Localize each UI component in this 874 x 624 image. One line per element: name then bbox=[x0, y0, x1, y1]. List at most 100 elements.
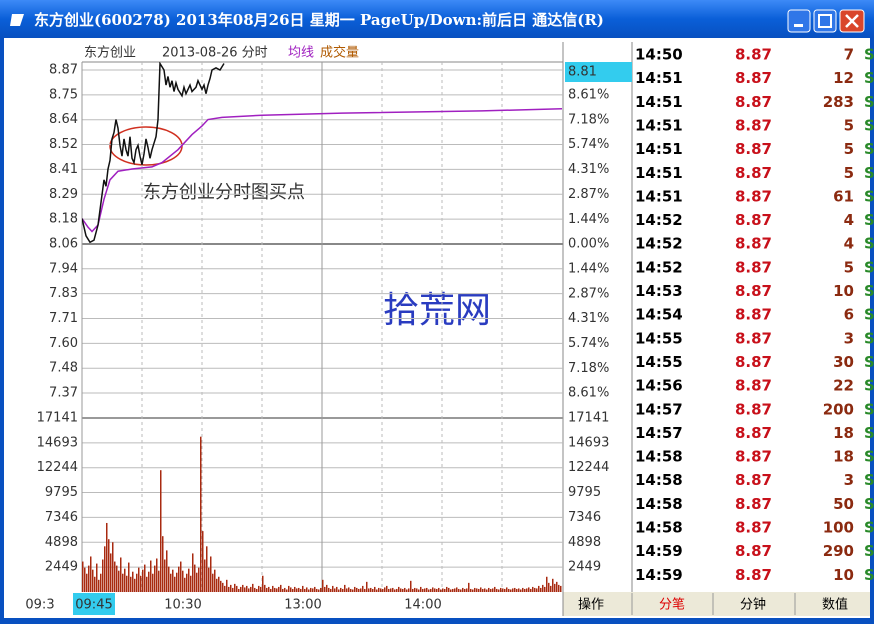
trade-volume: 10 bbox=[833, 566, 854, 584]
volume-bar bbox=[192, 553, 194, 592]
volume-bar bbox=[92, 569, 94, 592]
volume-bar bbox=[98, 579, 100, 592]
volume-bar bbox=[364, 588, 366, 592]
volume-bar bbox=[170, 573, 172, 592]
volume-bar bbox=[442, 588, 444, 592]
trade-time: 14:58 bbox=[635, 471, 683, 489]
tab[interactable]: 分钟 bbox=[740, 597, 766, 613]
trade-time: 14:52 bbox=[635, 211, 683, 229]
volume-bar bbox=[328, 587, 330, 592]
volume-bar bbox=[190, 575, 192, 592]
volume-bar bbox=[238, 588, 240, 592]
volume-bar bbox=[182, 570, 184, 592]
percent-label: 8.61% bbox=[568, 386, 609, 401]
volume-bar bbox=[240, 586, 242, 592]
volume-bar bbox=[498, 589, 500, 592]
volume-bar bbox=[210, 556, 212, 592]
volume-bar bbox=[292, 588, 294, 592]
volume-bar bbox=[354, 586, 356, 592]
volume-bar bbox=[220, 580, 222, 592]
trade-price: 8.87 bbox=[735, 329, 772, 347]
minimize-button[interactable] bbox=[787, 9, 811, 33]
volume-bar bbox=[228, 586, 230, 592]
volume-label: 9795 bbox=[568, 485, 601, 500]
volume-bar bbox=[236, 585, 238, 592]
time-label: 13:00 bbox=[284, 598, 321, 613]
tab[interactable]: 操作 bbox=[578, 597, 604, 613]
maximize-button[interactable] bbox=[813, 9, 837, 33]
volume-bar bbox=[164, 559, 166, 592]
current-price-box bbox=[565, 62, 632, 82]
volume-bar bbox=[494, 586, 496, 592]
volume-bar bbox=[200, 436, 202, 592]
volume-bar bbox=[216, 578, 218, 592]
volume-bar bbox=[106, 522, 108, 592]
volume-bar bbox=[146, 576, 148, 592]
volume-bar bbox=[308, 589, 310, 592]
tab[interactable]: 分笔 bbox=[659, 597, 685, 613]
volume-bar bbox=[222, 582, 224, 592]
volume-bar bbox=[176, 572, 178, 592]
trade-time: 14:57 bbox=[635, 424, 683, 442]
percent-label: 7.18% bbox=[568, 112, 609, 127]
volume-bar bbox=[512, 588, 514, 592]
volume-bar bbox=[356, 587, 358, 592]
volume-bar bbox=[144, 564, 146, 592]
price-label: 8.87 bbox=[49, 63, 78, 78]
volume-bar bbox=[140, 575, 142, 592]
trade-volume: 6 bbox=[844, 306, 854, 324]
volume-bar bbox=[352, 589, 354, 592]
volume-bar bbox=[312, 588, 314, 592]
trade-price: 8.87 bbox=[735, 164, 772, 182]
volume-label: 2449 bbox=[568, 560, 601, 575]
volume-bar bbox=[256, 588, 258, 592]
volume-bar bbox=[84, 567, 86, 592]
volume-bar bbox=[370, 587, 372, 592]
volume-bar bbox=[458, 588, 460, 592]
volume-bar bbox=[390, 588, 392, 592]
percent-label: 7.18% bbox=[568, 361, 609, 376]
volume-bar bbox=[484, 588, 486, 592]
trade-side: S bbox=[864, 93, 874, 111]
trade-price: 8.87 bbox=[735, 93, 772, 111]
tab[interactable]: 数值 bbox=[822, 597, 848, 613]
volume-bar bbox=[490, 588, 492, 592]
volume-bar bbox=[132, 571, 134, 592]
volume-label: 17141 bbox=[568, 411, 609, 426]
trade-time: 14:59 bbox=[635, 566, 683, 584]
volume-bar bbox=[436, 588, 438, 592]
volume-bar bbox=[534, 587, 536, 592]
volume-bar bbox=[186, 573, 188, 592]
close-icon bbox=[845, 14, 859, 28]
volume-bar bbox=[378, 587, 380, 592]
content bbox=[4, 38, 870, 618]
trade-volume: 18 bbox=[833, 424, 854, 442]
volume-bar bbox=[272, 585, 274, 592]
volume-bar bbox=[380, 588, 382, 592]
minimize-icon bbox=[794, 24, 803, 27]
trade-price: 8.87 bbox=[735, 353, 772, 371]
trade-time: 14:59 bbox=[635, 542, 683, 560]
volume-bar bbox=[402, 588, 404, 592]
volume-bar bbox=[372, 588, 374, 592]
volume-bar bbox=[546, 576, 548, 592]
trade-time: 14:51 bbox=[635, 187, 683, 205]
volume-bar bbox=[224, 585, 226, 592]
trade-side: S bbox=[864, 519, 874, 537]
volume-bar bbox=[400, 588, 402, 592]
chart-date: 2013-08-26 分时 bbox=[162, 46, 268, 61]
volume-bar bbox=[274, 587, 276, 592]
volume-bar bbox=[462, 587, 464, 592]
volume-bar bbox=[298, 587, 300, 592]
trade-time: 14:50 bbox=[635, 46, 683, 64]
trade-time: 14:51 bbox=[635, 140, 683, 158]
price-label: 8.06 bbox=[49, 236, 78, 251]
volume-bar bbox=[358, 588, 360, 592]
volume-bar bbox=[88, 565, 90, 592]
volume-bar bbox=[184, 577, 186, 592]
volume-bar bbox=[504, 588, 506, 592]
trade-volume: 5 bbox=[844, 258, 854, 276]
trade-side: S bbox=[864, 353, 874, 371]
trade-volume: 290 bbox=[823, 542, 854, 560]
volume-bar bbox=[332, 585, 334, 592]
